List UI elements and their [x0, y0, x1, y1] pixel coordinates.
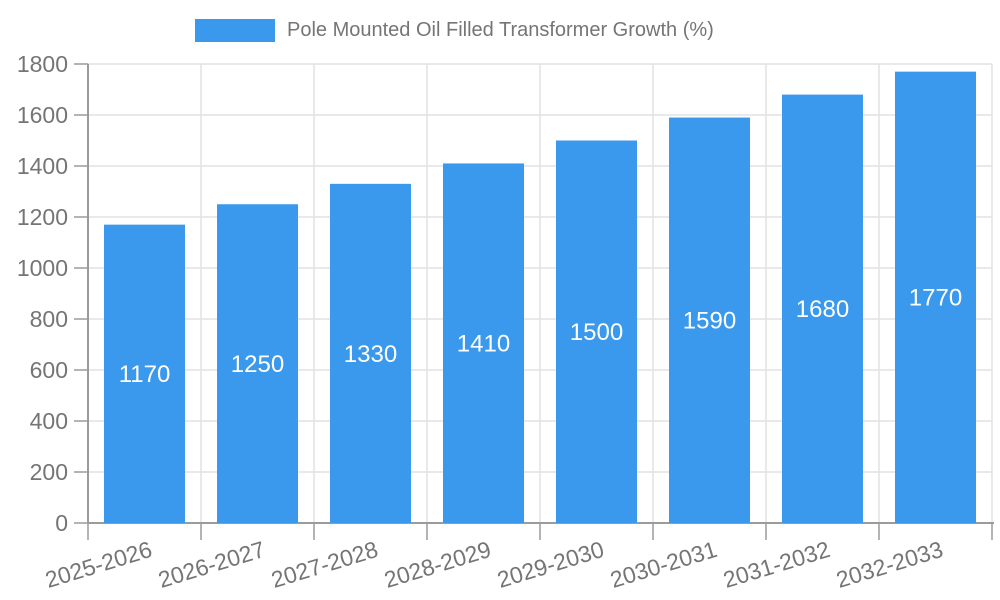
- bar: [895, 71, 976, 524]
- bar-value-label: 1410: [457, 331, 510, 358]
- bar-value-label: 1590: [683, 308, 736, 335]
- y-tick-label: 600: [30, 357, 68, 383]
- y-tick-label: 0: [55, 510, 68, 536]
- x-tick-label: 2028-2029: [381, 536, 494, 593]
- bar-value-label: 1330: [344, 341, 397, 368]
- bar-value-label: 1170: [119, 361, 171, 388]
- bar: [330, 183, 411, 523]
- chart-legend: Pole Mounted Oil Filled Transformer Grow…: [195, 19, 714, 42]
- legend-label: Pole Mounted Oil Filled Transformer Grow…: [287, 19, 714, 41]
- x-tick-label: 2027-2028: [268, 536, 381, 593]
- bar: [443, 163, 524, 523]
- x-tick-label: 2032-2033: [833, 536, 946, 593]
- bar: [669, 117, 750, 524]
- bar: [782, 94, 863, 523]
- bar-value-label: 1680: [796, 296, 849, 323]
- x-tick-label: 2026-2027: [155, 536, 268, 593]
- bar: [104, 224, 185, 523]
- y-tick-label: 200: [30, 459, 68, 485]
- y-tick-label: 400: [30, 408, 68, 434]
- bar-value-label: 1770: [909, 285, 962, 312]
- y-tick-label: 800: [30, 306, 68, 332]
- x-tick-label: 2031-2032: [720, 536, 833, 593]
- y-tick-label: 1600: [17, 102, 68, 128]
- bar: [217, 204, 298, 523]
- y-tick-label: 1800: [17, 51, 68, 77]
- y-tick-label: 1400: [17, 153, 68, 179]
- y-tick-label: 1200: [17, 204, 68, 230]
- bar: [556, 140, 637, 523]
- bar-value-label: 1500: [570, 319, 623, 346]
- x-tick-label: 2030-2031: [607, 536, 720, 593]
- bar-value-label: 1250: [231, 351, 284, 378]
- x-tick-label: 2025-2026: [42, 536, 155, 593]
- x-tick-label: 2029-2030: [494, 536, 607, 593]
- y-tick-label: 1000: [17, 255, 68, 281]
- legend-swatch: [195, 19, 275, 42]
